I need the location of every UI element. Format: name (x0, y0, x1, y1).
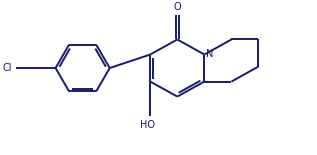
Text: O: O (173, 2, 181, 12)
Text: Cl: Cl (3, 63, 12, 73)
Text: HO: HO (140, 120, 155, 130)
Text: N: N (206, 49, 213, 59)
